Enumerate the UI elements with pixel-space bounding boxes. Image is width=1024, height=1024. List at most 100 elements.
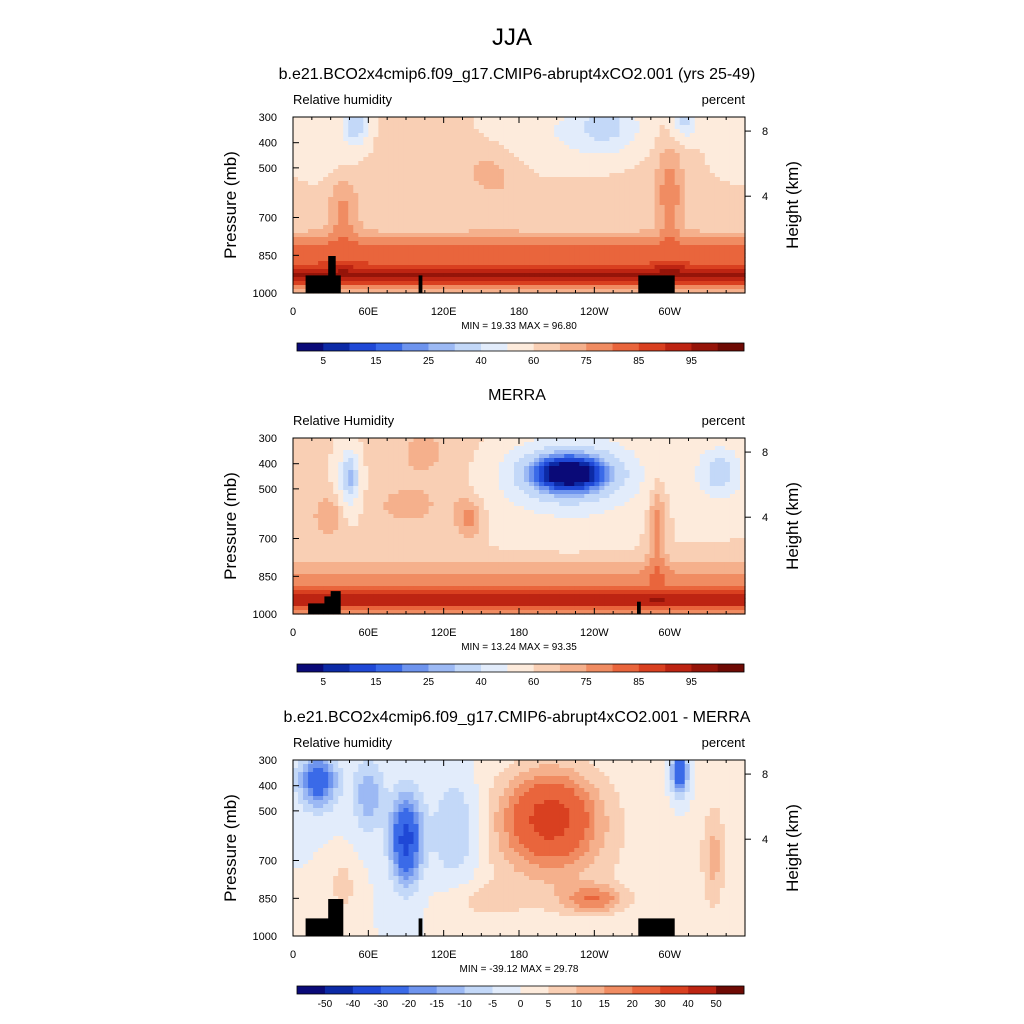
contour-cell (654, 225, 661, 230)
contour-cell (619, 205, 626, 210)
contour-cell (443, 237, 450, 242)
contour-cell (503, 237, 510, 242)
contour-cell (408, 217, 415, 222)
contour-cell (624, 281, 631, 286)
contour-cell (328, 149, 334, 154)
contour-cell (388, 157, 395, 162)
contour-cell (413, 257, 420, 262)
contour-cell (368, 450, 374, 455)
contour-cell (428, 209, 435, 214)
contour-cell (443, 245, 450, 250)
contour-cell (584, 173, 590, 178)
contour-cell (433, 153, 440, 158)
contour-cell (634, 450, 641, 455)
contour-cell (684, 221, 691, 226)
contour-cell (734, 149, 741, 154)
contour-cell (423, 245, 430, 250)
contour-cell (318, 137, 324, 142)
contour-cell (358, 177, 364, 182)
contour-cell (463, 261, 470, 266)
contour-cell (704, 133, 711, 138)
contour-cell (699, 177, 706, 182)
contour-cell (534, 462, 540, 467)
contour-cell (649, 253, 656, 258)
contour-cell (609, 217, 616, 222)
contour-cell (659, 153, 666, 158)
contour-cell (594, 281, 600, 286)
contour-cell (473, 281, 480, 286)
contour-cell (328, 133, 334, 138)
contour-cell (524, 450, 530, 455)
contour-cell (654, 454, 661, 459)
contour-cell (589, 253, 595, 258)
contour-cell (348, 233, 354, 238)
contour-cell (453, 245, 460, 250)
contour-cell (714, 446, 721, 451)
contour-cell (609, 125, 616, 130)
contour-cell (368, 197, 374, 202)
contour-cell (724, 153, 731, 158)
contour-cell (699, 450, 706, 455)
contour-cell (398, 285, 405, 290)
contour-cell (338, 241, 344, 246)
contour-cell (659, 173, 666, 178)
contour-cell (524, 189, 530, 194)
contour-cell (388, 466, 395, 471)
contour-cell (549, 446, 555, 451)
contour-cell (629, 466, 636, 471)
contour-cell (373, 213, 379, 218)
x-tick-label: 60W (658, 306, 681, 318)
contour-cell (734, 133, 741, 138)
contour-cell (694, 205, 701, 210)
contour-cell (664, 201, 671, 206)
contour-cell (323, 454, 329, 459)
contour-cell (323, 450, 329, 455)
contour-cell (488, 289, 495, 294)
contour-cell (629, 193, 636, 198)
contour-cell (604, 269, 610, 274)
contour-cell (378, 173, 384, 178)
contour-cell (453, 253, 460, 258)
contour-cell (513, 454, 520, 459)
colorbar-swatch (349, 343, 377, 351)
contour-cell (614, 169, 621, 174)
contour-cell (323, 245, 329, 250)
contour-cell (629, 253, 636, 258)
contour-cell (534, 442, 540, 447)
contour-cell (413, 165, 420, 170)
contour-cell (604, 141, 610, 146)
contour-cell (463, 177, 470, 182)
contour-cell (654, 438, 661, 443)
contour-cell (609, 121, 616, 126)
contour-cell (579, 213, 585, 218)
contour-cell (348, 197, 354, 202)
contour-cell (554, 169, 560, 174)
contour-cell (423, 117, 430, 122)
contour-cell (724, 237, 731, 242)
contour-cell (423, 221, 430, 226)
contour-cell (428, 442, 435, 447)
contour-cell (478, 217, 485, 222)
contour-cell (639, 237, 646, 242)
contour-cell (589, 285, 595, 290)
contour-cell (308, 181, 314, 186)
contour-cell (694, 185, 701, 190)
contour-cell (303, 257, 309, 262)
contour-cell (428, 197, 435, 202)
contour-cell (664, 165, 671, 170)
contour-cell (398, 197, 405, 202)
contour-cell (604, 189, 610, 194)
contour-cell (508, 221, 515, 226)
contour-cell (323, 237, 329, 242)
contour-cell (549, 273, 555, 278)
contour-cell (333, 229, 339, 234)
contour-cell (539, 185, 545, 190)
contour-cell (493, 141, 500, 146)
contour-cell (619, 125, 626, 130)
contour-cell (664, 446, 671, 451)
contour-cell (624, 450, 631, 455)
contour-cell (423, 181, 430, 186)
contour-cell (689, 209, 696, 214)
contour-cell (453, 177, 460, 182)
contour-cell (373, 205, 379, 210)
